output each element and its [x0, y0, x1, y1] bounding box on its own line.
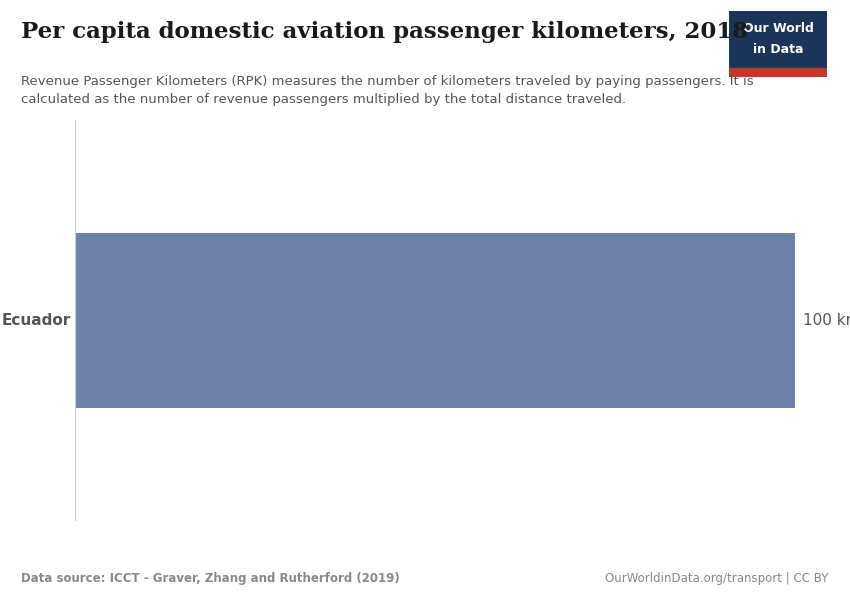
- Bar: [729, 68, 827, 77]
- Text: Ecuador: Ecuador: [2, 313, 71, 328]
- Text: Our World: Our World: [743, 22, 813, 35]
- Text: in Data: in Data: [753, 43, 803, 56]
- Text: OurWorldinData.org/transport | CC BY: OurWorldinData.org/transport | CC BY: [605, 572, 829, 585]
- Text: Revenue Passenger Kilometers (RPK) measures the number of kilometers traveled by: Revenue Passenger Kilometers (RPK) measu…: [21, 75, 754, 106]
- Text: Data source: ICCT - Graver, Zhang and Rutherford (2019): Data source: ICCT - Graver, Zhang and Ru…: [21, 572, 400, 585]
- Text: Per capita domestic aviation passenger kilometers, 2018: Per capita domestic aviation passenger k…: [21, 21, 748, 43]
- Bar: [75, 233, 795, 407]
- Text: 100 km: 100 km: [803, 313, 850, 328]
